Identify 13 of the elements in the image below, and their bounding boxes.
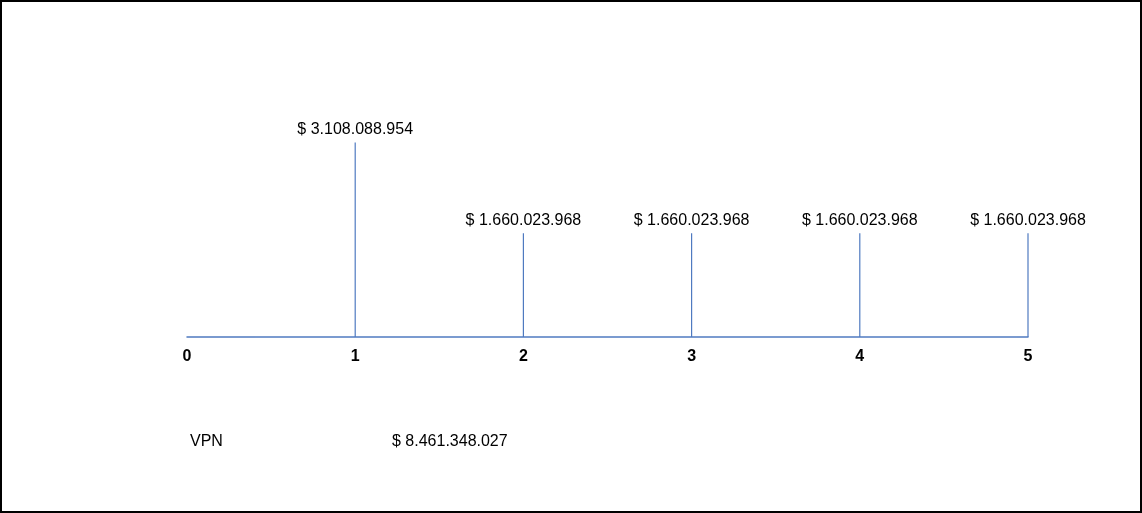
data-label: $ 1.660.023.968 bbox=[633, 210, 750, 228]
x-tick-label: 0 bbox=[182, 346, 192, 364]
text: $ 8.461.348.027 bbox=[392, 431, 508, 449]
x-tick-label: 1 bbox=[350, 346, 360, 364]
data-label: $ 1.660.023.968 bbox=[465, 210, 582, 228]
x-tick-label: 3 bbox=[687, 346, 697, 364]
data-label: $ 1.660.023.968 bbox=[970, 210, 1086, 228]
data-label: $ 3.108.088.954 bbox=[297, 120, 414, 138]
data-label: $ 1.660.023.968 bbox=[801, 210, 918, 228]
x-tick-label: 2 bbox=[518, 346, 528, 364]
x-tick-label: 5 bbox=[1023, 346, 1033, 364]
x-tick-label: 4 bbox=[855, 346, 865, 364]
text: VPN bbox=[190, 431, 223, 449]
